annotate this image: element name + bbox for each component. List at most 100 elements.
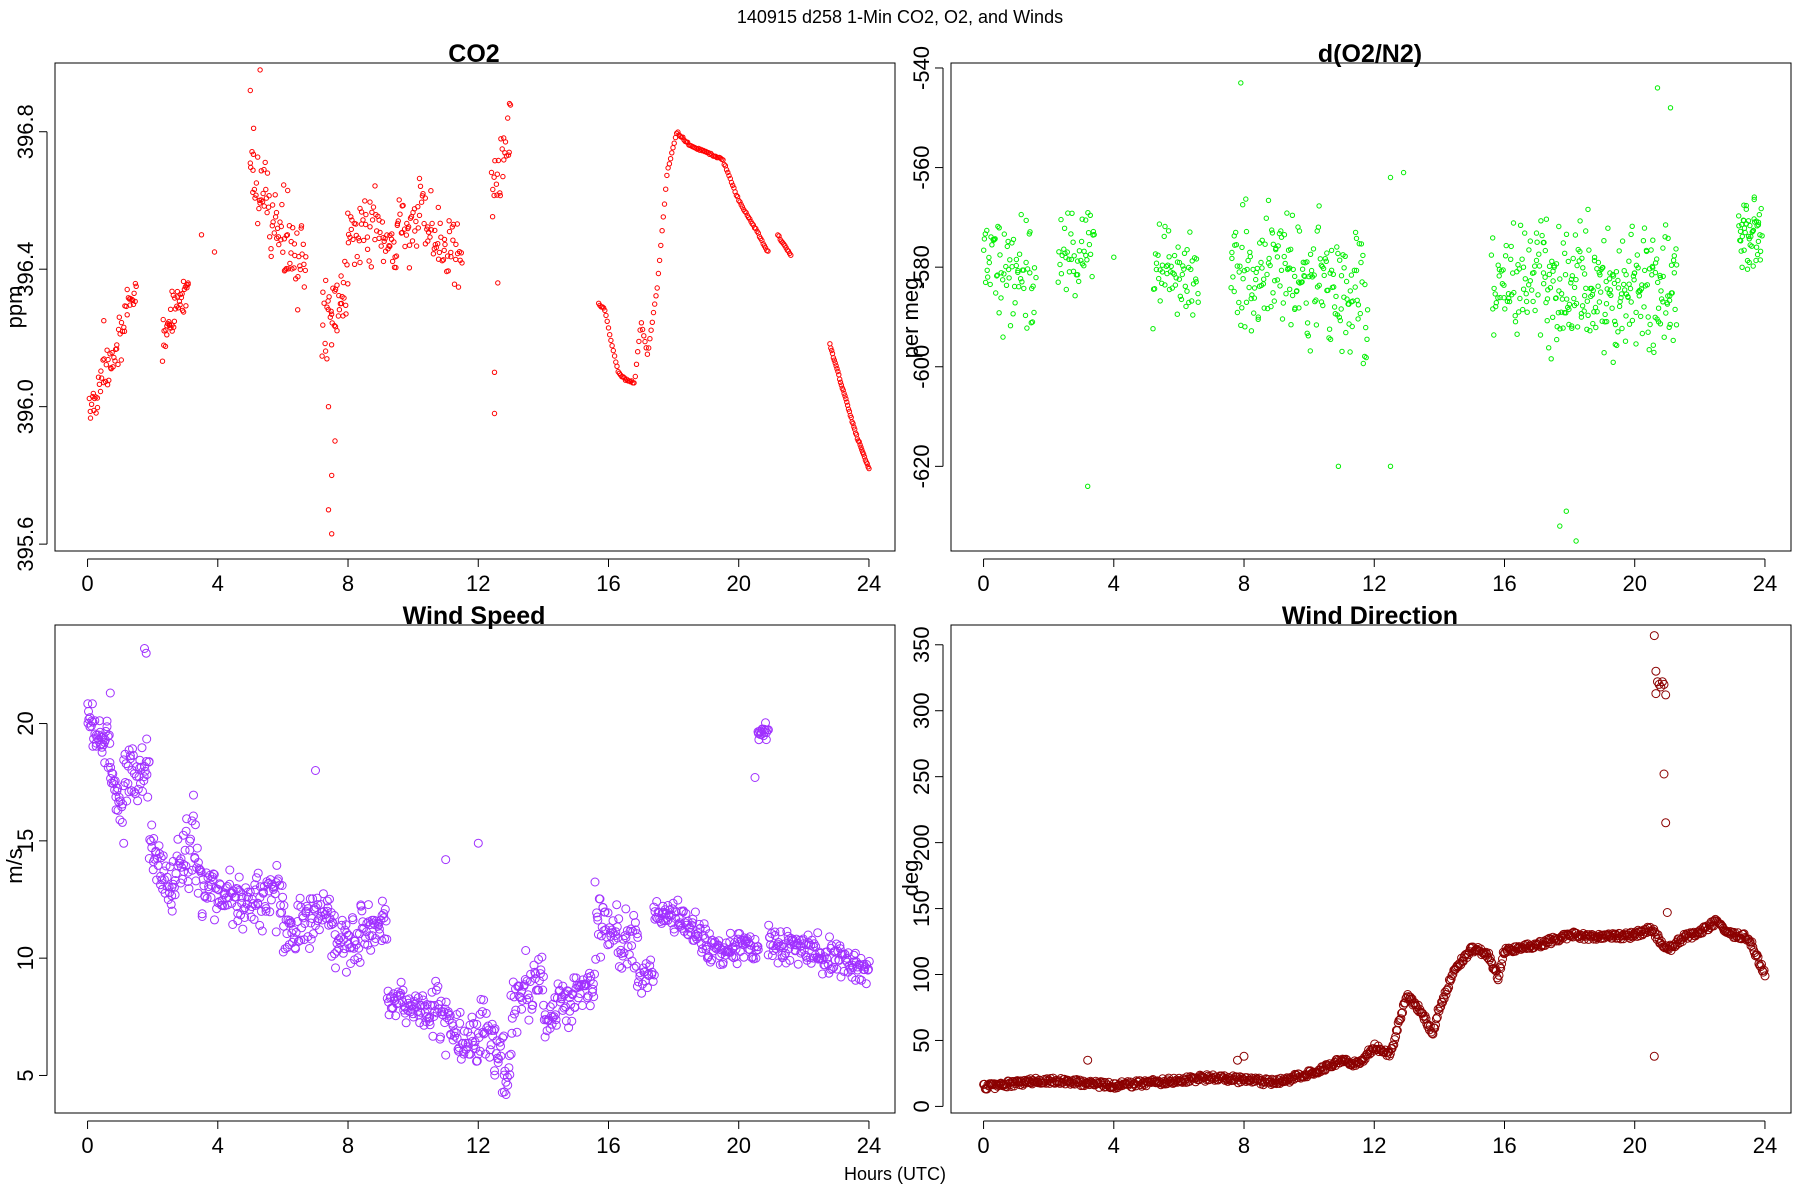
co2-point [272, 192, 278, 198]
co2-point [247, 87, 254, 94]
o2-point [1299, 279, 1305, 285]
co2-point [742, 208, 748, 215]
co2-point [320, 289, 326, 295]
wind-speed-point [854, 974, 864, 984]
wind-speed-point [517, 995, 527, 1005]
wind-direction-point [1435, 1003, 1445, 1013]
o2-point [1604, 286, 1610, 292]
co2-point [297, 266, 303, 273]
figure-suptitle: 140915 d258 1-Min CO2, O2, and Winds [737, 7, 1063, 27]
o2-point [1228, 285, 1234, 291]
o2-point [1343, 329, 1349, 336]
co2-point [261, 166, 267, 173]
o2-point [1327, 336, 1334, 343]
co2-point [502, 139, 509, 145]
wind-speed-point [542, 1026, 552, 1036]
co2-point [675, 129, 681, 135]
o2-point [1542, 274, 1548, 280]
wind-speed-point [591, 954, 601, 964]
co2-point [603, 312, 609, 319]
o2-point [1184, 288, 1190, 294]
wind-speed-point [825, 932, 834, 942]
wind-speed-x-tick-label: 4 [212, 1133, 224, 1158]
o2-point [1280, 300, 1287, 306]
wind-speed-point [141, 648, 151, 658]
co2-point [622, 377, 629, 383]
co2-point [321, 300, 327, 306]
o2-point [987, 281, 993, 288]
wind-speed-point [158, 851, 168, 861]
wind-speed-point [750, 773, 760, 782]
o2-point [1186, 299, 1192, 306]
o2-point [1629, 223, 1635, 230]
wind-speed-point [140, 644, 149, 653]
wind-speed-point [305, 894, 315, 904]
co2-point [295, 307, 301, 313]
co2-point [491, 410, 498, 417]
o2-point [1554, 336, 1560, 343]
wind-speed-point [441, 1050, 451, 1060]
o2-point [1626, 258, 1632, 264]
wind-speed-point [318, 889, 328, 899]
wind-speed-point [545, 1002, 555, 1012]
o2-point [1153, 260, 1160, 266]
o2-point [1595, 283, 1601, 289]
o2-point [1270, 241, 1277, 248]
o2-point [1493, 300, 1500, 306]
co2-point [115, 361, 121, 368]
wind-speed-point [374, 920, 384, 930]
o2-point [1387, 463, 1394, 469]
wind-speed-point [638, 963, 648, 973]
co2-point [406, 242, 413, 248]
co2-point [264, 170, 271, 176]
o2-point [1520, 264, 1527, 270]
co2-point [614, 363, 620, 369]
co2-point [114, 342, 120, 348]
wind-speed-point [490, 1070, 500, 1080]
wind-speed-point [228, 886, 238, 896]
o2-point [1328, 247, 1335, 254]
wind-speed-point [223, 900, 232, 910]
co2-point [642, 338, 648, 345]
wind-speed-point [573, 993, 583, 1003]
o2-point [1064, 249, 1071, 255]
co2-point [266, 193, 272, 199]
wind-speed-point [699, 919, 709, 929]
o2-point [1182, 283, 1189, 289]
wind-direction-title: Wind Direction [1282, 602, 1458, 630]
co2-point [363, 211, 369, 218]
wind-direction-point [1427, 1028, 1437, 1038]
co2-point [98, 368, 104, 374]
o2-point [1243, 299, 1250, 305]
o2-point [1610, 359, 1616, 365]
co2-point [185, 281, 191, 288]
co2-point [276, 241, 282, 248]
wind-speed-point [585, 1001, 595, 1011]
o2-point [1618, 291, 1625, 297]
wind-speed-point [433, 982, 443, 991]
co2-point [453, 241, 459, 248]
o2-point [1628, 299, 1634, 305]
o2-point [1162, 223, 1168, 230]
co2-x-tick-label: 0 [81, 571, 93, 596]
common-xlabel: Hours (UTC) [844, 1164, 946, 1184]
co2-point [441, 236, 448, 243]
wind-speed-point [157, 875, 167, 885]
co2-point [273, 209, 280, 216]
o2-point [990, 237, 997, 243]
wind-direction-point [1442, 985, 1452, 995]
o2-point [1502, 253, 1509, 259]
o2-point [1492, 291, 1498, 297]
wind-speed-point [246, 912, 256, 922]
o2-point [1296, 305, 1302, 311]
o2-point [1625, 294, 1631, 300]
o2-point [1667, 105, 1674, 111]
wind-speed-point [850, 948, 860, 958]
o2-point [1573, 538, 1579, 544]
o2-point [1331, 304, 1338, 310]
o2-point [1604, 318, 1610, 325]
o2-point [1553, 261, 1560, 267]
co2-point [361, 237, 367, 244]
o2-point [1176, 259, 1183, 266]
co2-point [283, 232, 290, 239]
